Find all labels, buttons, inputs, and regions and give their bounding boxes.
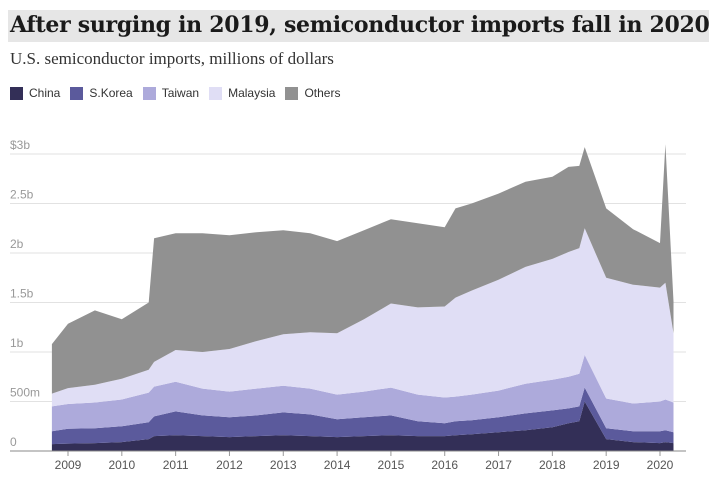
legend-swatch-malaysia — [209, 86, 223, 100]
y-tick-label: 1b — [10, 336, 24, 350]
x-tick-label: 2011 — [163, 458, 189, 472]
legend-label-malaysia: Malaysia — [228, 86, 276, 100]
legend: China S.Korea Taiwan Malaysia Others — [10, 86, 350, 100]
legend-label-others: Others — [304, 86, 341, 100]
legend-item-skorea: S.Korea — [70, 86, 133, 100]
legend-item-china: China — [10, 86, 60, 100]
x-tick-label: 2009 — [55, 458, 82, 472]
x-tick-label: 2018 — [539, 458, 566, 472]
area-taiwan — [51, 355, 674, 433]
x-tick-label: 2020 — [647, 458, 674, 472]
y-tick-label: $3b — [10, 138, 30, 152]
legend-swatch-skorea — [70, 86, 84, 100]
legend-swatch-others — [285, 86, 299, 100]
x-tick-label: 2014 — [324, 458, 351, 472]
legend-item-malaysia: Malaysia — [209, 86, 275, 100]
area-series — [51, 144, 674, 451]
y-tick-label: 2b — [10, 237, 24, 251]
area-skorea — [51, 387, 674, 445]
area-china — [51, 401, 674, 451]
x-tick-label: 2010 — [108, 458, 135, 472]
legend-label-taiwan: Taiwan — [161, 86, 200, 100]
y-axis-ticks: 0 500m 1b 1.5b 2b 2.5b $3b — [10, 138, 40, 449]
chart-subtitle: U.S. semiconductor imports, millions of … — [10, 49, 334, 68]
area-others — [51, 144, 674, 394]
legend-label-skorea: S.Korea — [89, 86, 133, 100]
y-tick-label: 0 — [10, 435, 17, 449]
x-axis-ticks: 2009 2010 2011 2012 2013 2014 2015 2016 2017 2018… — [55, 451, 674, 472]
y-tick-label: 500m — [10, 386, 40, 400]
legend-swatch-taiwan — [142, 86, 156, 100]
x-tick-label: 2015 — [378, 458, 405, 472]
x-tick-label: 2016 — [431, 458, 458, 472]
x-tick-label: 2017 — [485, 458, 512, 472]
chart-title: After surging in 2019, semiconductor imp… — [8, 10, 709, 42]
x-tick-label: 2013 — [270, 458, 297, 472]
legend-swatch-china — [10, 86, 23, 100]
legend-item-others: Others — [285, 86, 340, 100]
y-tick-label: 2.5b — [10, 188, 34, 202]
x-tick-label: 2012 — [216, 458, 243, 472]
legend-item-taiwan: Taiwan — [142, 86, 200, 100]
legend-label-china: China — [29, 86, 61, 100]
x-tick-label: 2019 — [593, 458, 620, 472]
area-malaysia — [51, 228, 674, 407]
y-tick-label: 1.5b — [10, 287, 34, 301]
